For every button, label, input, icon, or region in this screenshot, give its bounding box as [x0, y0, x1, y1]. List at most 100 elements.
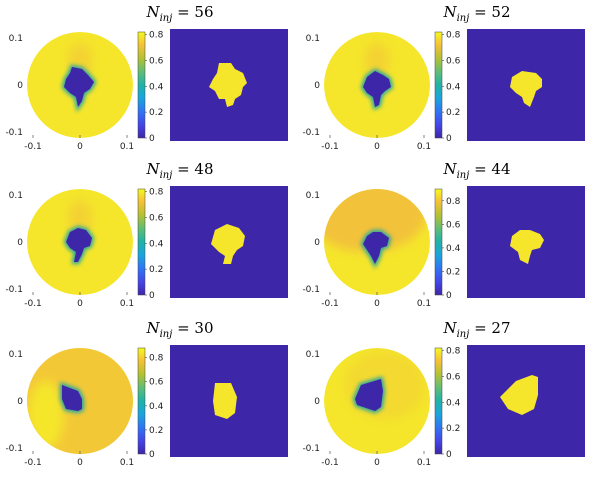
x-tick-label: 0.1 — [417, 299, 431, 309]
y-tick-label: -0.1 — [5, 128, 23, 138]
colorbar-tick-label: 0.8 — [149, 354, 164, 364]
x-tick-label: 0.1 — [120, 299, 134, 309]
colorbar-tick-label: 0.4 — [149, 402, 164, 412]
y-tick-label: -0.1 — [302, 285, 320, 295]
colorbar — [434, 347, 443, 455]
panel-title: Ninj = 48 — [145, 160, 213, 181]
conductivity-disk — [27, 348, 133, 454]
colorbar-tick-label: 0 — [149, 450, 155, 460]
title-value: = 56 — [172, 3, 213, 21]
colorbar — [137, 188, 146, 296]
conductivity-disk — [324, 189, 430, 295]
inclusion-core — [64, 67, 94, 107]
panel-5: Ninj = 30 -0.1 0 0.1 0.1 0 -0.1 0.8 0.6 0.4 0.2 0 — [5, 319, 288, 468]
x-tick-label: 0.1 — [417, 142, 431, 152]
y-tick-label: 0.1 — [306, 34, 320, 44]
mask-inclusion — [510, 230, 544, 264]
title-value: = 27 — [469, 319, 510, 337]
panel-4: Ninj = 44 -0.1 0 0.1 0.1 0 -0.1 0.8 0.6 0.4 0.2 0 — [302, 160, 585, 309]
colorbar-tick-label: 0.4 — [446, 82, 461, 92]
panel-1: Ninj = 56 -0.1 0 0.1 0.1 0 -0.1 0.8 0.6 0.4 0.2 0 — [5, 3, 288, 152]
title-symbol: N — [442, 319, 457, 337]
mask-inclusion — [211, 224, 245, 264]
colorbar-tick-label: 0.2 — [446, 108, 460, 118]
colorbar-tick-label: 0 — [446, 450, 452, 460]
colorbar-tick-label: 0.8 — [149, 31, 164, 41]
colorbar — [434, 188, 443, 296]
inclusion-core — [355, 379, 383, 411]
title-subscript: inj — [160, 329, 173, 340]
conductivity-disk — [27, 32, 133, 138]
y-tick-label: -0.1 — [302, 128, 320, 138]
segmentation-mask — [467, 345, 585, 457]
x-tick-label: -0.1 — [24, 299, 42, 309]
colorbar — [137, 31, 146, 139]
orange-shading — [345, 351, 425, 419]
title-symbol: N — [145, 3, 160, 21]
colorbar-tick-label: 0.6 — [446, 56, 461, 66]
x-tick-label: 0.1 — [417, 458, 431, 468]
y-tick-label: 0 — [17, 238, 23, 248]
x-tick-label: 0 — [77, 458, 83, 468]
reconstruction-plot: -0.1 0 0.1 0.1 0 -0.1 — [5, 348, 134, 468]
title-value: = 30 — [172, 319, 213, 337]
colorbar-tick-label: 0.4 — [149, 82, 164, 92]
reconstruction-plot: -0.1 0 0.1 0.1 0 -0.1 — [302, 348, 431, 468]
colorbar-tick-label: 0.4 — [446, 398, 461, 408]
title-symbol: N — [442, 160, 457, 178]
y-tick-label: 0 — [314, 81, 320, 91]
reconstruction-plot: -0.1 0 0.1 0.1 0 -0.1 — [5, 32, 134, 152]
conductivity-disk — [27, 189, 133, 295]
colorbar-tick-label: 0.6 — [446, 220, 461, 230]
panel-title: Ninj = 27 — [442, 319, 510, 340]
segmentation-mask — [170, 345, 288, 457]
title-subscript: inj — [160, 170, 173, 181]
y-tick-label: 0.1 — [306, 191, 320, 201]
colorbar-tick-label: 0 — [149, 291, 155, 301]
y-tick-label: 0 — [314, 238, 320, 248]
panel-2: Ninj = 52 -0.1 0 0.1 0.1 0 -0.1 0.8 0.6 0.4 0.2 0 — [302, 3, 585, 152]
colorbar-tick-label: 0.8 — [446, 197, 461, 207]
x-tick-label: -0.1 — [24, 142, 42, 152]
colorbar-tick-label: 0 — [149, 134, 155, 144]
title-value: = 52 — [469, 3, 510, 21]
colorbar-tick-label: 0.2 — [446, 267, 460, 277]
title-subscript: inj — [457, 170, 470, 181]
x-tick-label: 0.1 — [120, 142, 134, 152]
colorbar-tick-label: 0.2 — [149, 426, 163, 436]
panel-3: Ninj = 48 -0.1 0 0.1 0.1 0 -0.1 0.8 0.6 0.4 0.2 0 — [5, 160, 288, 309]
y-tick-label: 0 — [17, 81, 23, 91]
title-subscript: inj — [457, 13, 470, 24]
colorbar-tick-label: 0 — [446, 291, 452, 301]
colorbar-tick-label: 0.8 — [149, 188, 164, 198]
x-tick-label: -0.1 — [321, 142, 339, 152]
mask-inclusion — [510, 71, 542, 107]
colorbar-tick-label: 0.2 — [149, 265, 163, 275]
colorbar-tick-label: 0.6 — [446, 372, 461, 382]
x-tick-label: 0 — [374, 142, 380, 152]
y-tick-label: -0.1 — [5, 285, 23, 295]
colorbar-tick-label: 0.6 — [149, 213, 164, 223]
colorbar-tick-label: 0.8 — [446, 347, 461, 357]
y-tick-label: 0 — [17, 397, 23, 407]
panel-title: Ninj = 52 — [442, 3, 510, 24]
reconstruction-plot: -0.1 0 0.1 0.1 0 -0.1 — [302, 189, 431, 309]
y-tick-label: 0.1 — [9, 34, 23, 44]
conductivity-disk — [324, 32, 430, 138]
title-symbol: N — [442, 3, 457, 21]
x-tick-label: 0 — [77, 142, 83, 152]
mask-inclusion — [500, 375, 538, 415]
x-tick-label: 0.1 — [120, 458, 134, 468]
x-tick-label: -0.1 — [321, 299, 339, 309]
panel-title: Ninj = 30 — [145, 319, 213, 340]
mask-inclusion — [213, 383, 237, 419]
y-tick-label: -0.1 — [5, 444, 23, 454]
colorbar-tick-label: 0.6 — [149, 378, 164, 388]
panel-6: Ninj = 27 -0.1 0 0.1 0.1 0 -0.1 0.8 0.6 0.4 0.2 0 — [302, 319, 585, 468]
inclusion-core — [363, 232, 389, 264]
panel-title: Ninj = 56 — [145, 3, 213, 24]
inclusion-core — [66, 228, 92, 262]
colorbar-tick-label: 0.4 — [446, 244, 461, 254]
orange-shading — [68, 200, 92, 236]
